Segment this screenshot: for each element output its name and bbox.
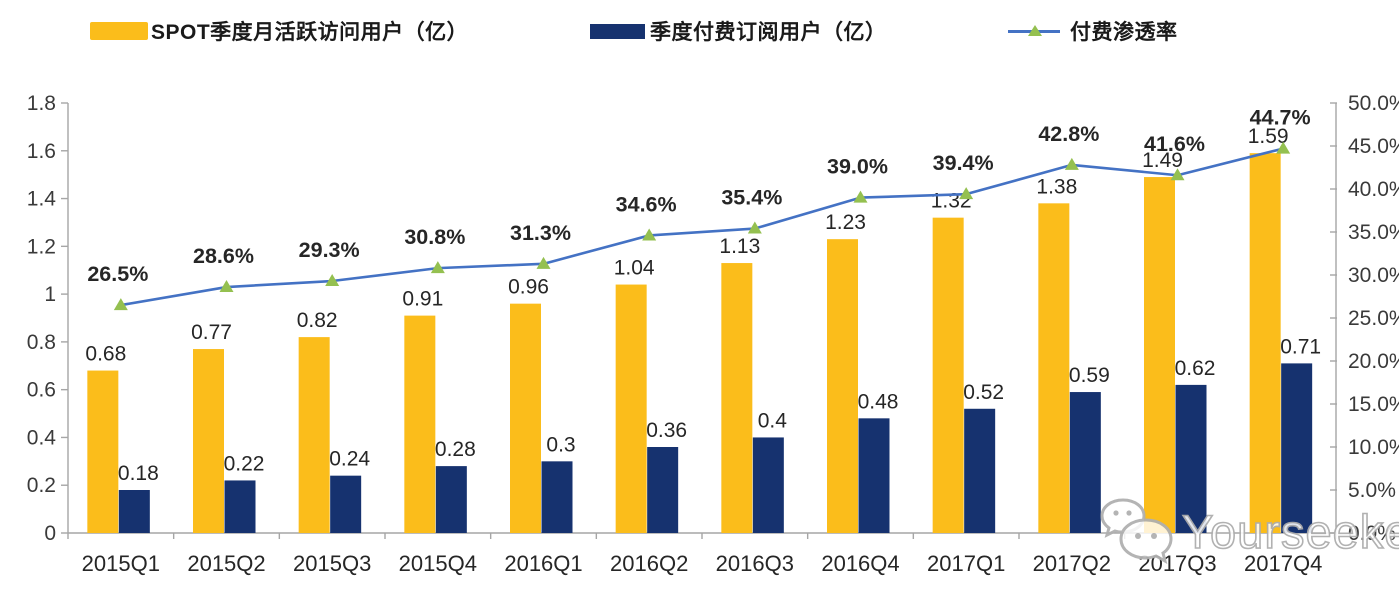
svg-text:0.2: 0.2	[27, 474, 56, 497]
svg-text:34.6%: 34.6%	[616, 192, 677, 216]
svg-text:39.4%: 39.4%	[933, 151, 994, 175]
svg-text:0.28: 0.28	[435, 438, 476, 461]
svg-text:2016Q1: 2016Q1	[504, 551, 582, 576]
svg-text:25.0%: 25.0%	[1348, 307, 1399, 330]
svg-text:41.6%: 41.6%	[1144, 132, 1205, 156]
svg-text:42.8%: 42.8%	[1038, 122, 1099, 146]
svg-text:0.68: 0.68	[85, 343, 126, 366]
svg-text:2015Q2: 2015Q2	[187, 551, 265, 576]
svg-text:28.6%: 28.6%	[193, 244, 254, 268]
svg-text:40.0%: 40.0%	[1348, 178, 1399, 201]
svg-text:1.38: 1.38	[1036, 175, 1077, 198]
svg-text:1.23: 1.23	[825, 211, 866, 234]
svg-text:0.3: 0.3	[546, 433, 575, 456]
svg-text:45.0%: 45.0%	[1348, 135, 1399, 158]
svg-text:2017Q1: 2017Q1	[927, 551, 1005, 576]
svg-text:0.91: 0.91	[402, 288, 443, 311]
svg-text:0.22: 0.22	[224, 452, 265, 475]
svg-text:0.4: 0.4	[758, 409, 788, 432]
svg-text:0.24: 0.24	[329, 448, 370, 471]
svg-text:10.0%: 10.0%	[1348, 436, 1399, 459]
legend-label-subs: 季度付费订阅用户（亿）	[650, 21, 887, 44]
svg-text:0.6: 0.6	[27, 379, 56, 402]
svg-text:0.71: 0.71	[1280, 335, 1321, 358]
svg-text:2017Q3: 2017Q3	[1138, 551, 1216, 576]
legend-label-mau: SPOT季度月活跃访问用户（亿）	[151, 21, 469, 44]
svg-text:0.18: 0.18	[118, 462, 159, 485]
legend-item-subs: 季度付费订阅用户（亿）	[590, 18, 887, 44]
svg-text:30.0%: 30.0%	[1348, 264, 1399, 287]
svg-text:1: 1	[44, 283, 56, 306]
svg-text:0: 0	[44, 522, 56, 545]
svg-text:30.8%: 30.8%	[404, 225, 465, 249]
svg-text:15.0%: 15.0%	[1348, 393, 1399, 416]
svg-text:35.4%: 35.4%	[721, 186, 782, 210]
svg-text:1.4: 1.4	[27, 188, 57, 211]
svg-text:1.59: 1.59	[1248, 125, 1289, 148]
svg-text:0.82: 0.82	[297, 309, 338, 332]
svg-text:0.8: 0.8	[27, 331, 56, 354]
svg-text:2016Q4: 2016Q4	[821, 551, 899, 576]
svg-text:1.6: 1.6	[27, 140, 56, 163]
svg-text:0.59: 0.59	[1069, 364, 1110, 387]
svg-text:1.2: 1.2	[27, 235, 56, 258]
svg-text:2016Q3: 2016Q3	[716, 551, 794, 576]
svg-text:26.5%: 26.5%	[87, 262, 148, 286]
svg-text:1.49: 1.49	[1142, 149, 1183, 172]
svg-text:0.4: 0.4	[27, 426, 57, 449]
svg-text:0.48: 0.48	[858, 390, 899, 413]
mau-swatch-icon	[90, 22, 148, 40]
svg-text:0.62: 0.62	[1175, 357, 1216, 380]
svg-text:0.36: 0.36	[646, 419, 687, 442]
svg-text:2015Q1: 2015Q1	[82, 551, 160, 576]
svg-text:44.7%: 44.7%	[1250, 106, 1311, 130]
svg-text:0.96: 0.96	[508, 276, 549, 299]
svg-text:5.0%: 5.0%	[1348, 479, 1396, 502]
svg-text:29.3%: 29.3%	[299, 238, 360, 262]
svg-text:1.8: 1.8	[27, 92, 56, 115]
legend-item-mau: SPOT季度月活跃访问用户（亿）	[90, 18, 468, 44]
svg-text:39.0%: 39.0%	[827, 155, 888, 179]
subs-swatch-icon	[590, 23, 645, 39]
line-marker-icon	[1008, 24, 1060, 38]
legend-item-penetration: 付费渗透率	[1008, 18, 1178, 44]
svg-text:2017Q2: 2017Q2	[1033, 551, 1111, 576]
svg-text:2016Q2: 2016Q2	[610, 551, 688, 576]
svg-text:0.52: 0.52	[963, 381, 1004, 404]
legend-label-penetration: 付费渗透率	[1070, 21, 1178, 44]
svg-text:35.0%: 35.0%	[1348, 221, 1399, 244]
svg-text:2015Q3: 2015Q3	[293, 551, 371, 576]
svg-text:0.0%: 0.0%	[1348, 522, 1396, 545]
svg-text:2017Q4: 2017Q4	[1244, 551, 1322, 576]
svg-text:2015Q4: 2015Q4	[399, 551, 477, 576]
svg-text:0.77: 0.77	[191, 321, 232, 344]
svg-text:20.0%: 20.0%	[1348, 350, 1399, 373]
svg-text:1.13: 1.13	[719, 235, 760, 258]
svg-text:31.3%: 31.3%	[510, 221, 571, 245]
svg-text:1.04: 1.04	[614, 257, 655, 280]
svg-text:50.0%: 50.0%	[1348, 92, 1399, 115]
